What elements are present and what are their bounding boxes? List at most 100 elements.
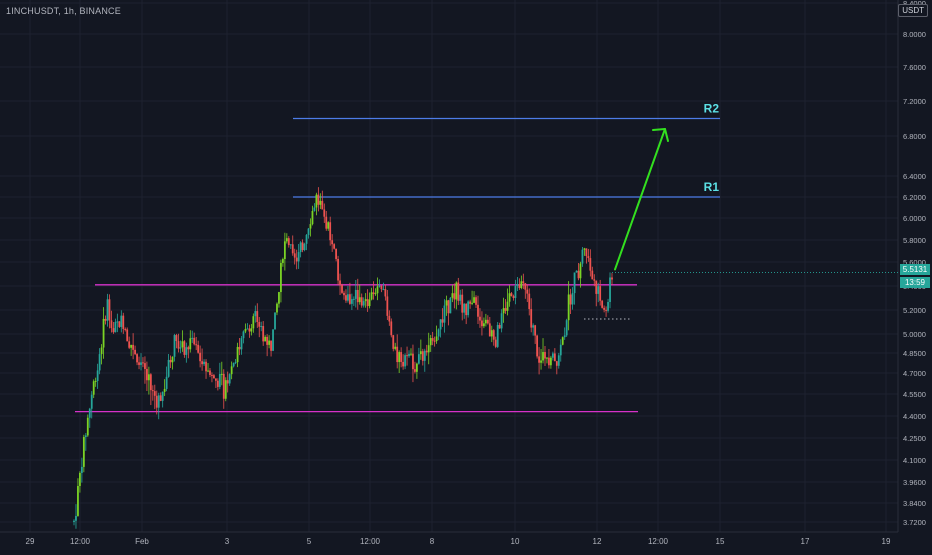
candle — [112, 321, 115, 334]
candle-body — [459, 294, 462, 301]
candle-body — [270, 340, 272, 351]
candle-body — [325, 216, 328, 229]
price-tick-label: 5.2000 — [903, 306, 926, 315]
candle — [268, 335, 270, 349]
candle — [441, 308, 444, 327]
candle — [593, 274, 596, 287]
candle — [573, 272, 576, 305]
candle-body — [96, 370, 99, 381]
candle — [398, 350, 401, 374]
candle — [325, 211, 328, 231]
candle-body — [524, 283, 527, 290]
candle-body — [498, 324, 501, 329]
candle — [534, 324, 537, 344]
price-tick-label: 4.5500 — [903, 390, 926, 399]
candle-body — [392, 335, 395, 349]
candle-body — [345, 295, 347, 301]
candle — [114, 318, 117, 333]
candle-body — [569, 294, 572, 305]
candle — [232, 362, 235, 368]
candle — [417, 347, 420, 365]
candle — [222, 369, 225, 409]
candle-body — [421, 351, 424, 361]
candle — [80, 457, 83, 483]
price-tick-label: 4.4000 — [903, 412, 926, 421]
candle-body — [595, 280, 598, 294]
candle-body — [548, 357, 550, 366]
currency-selector[interactable]: USDT — [898, 4, 928, 17]
candle — [471, 290, 473, 306]
candle — [386, 289, 389, 321]
candle — [289, 244, 292, 249]
candle — [522, 273, 525, 290]
candle — [559, 339, 562, 362]
candle — [597, 282, 600, 303]
candle — [169, 355, 172, 368]
candle-body — [449, 297, 452, 314]
candle — [84, 433, 87, 451]
candle — [376, 277, 379, 301]
candle — [118, 320, 121, 329]
candle — [544, 345, 546, 367]
candle-body — [146, 368, 148, 381]
time-tick-label: 15 — [716, 537, 725, 546]
candle — [486, 315, 489, 325]
candle-body — [603, 307, 606, 310]
candle-body — [526, 289, 529, 294]
candle-body — [159, 395, 162, 401]
candle-body — [394, 346, 397, 349]
candle-body — [136, 354, 138, 363]
candle — [546, 357, 548, 364]
candle — [305, 233, 308, 251]
candle — [384, 284, 387, 301]
price-tick-label: 6.0000 — [903, 214, 926, 223]
candle — [90, 391, 93, 419]
candle — [439, 319, 442, 338]
candle-body — [98, 354, 101, 371]
candle-body — [518, 284, 521, 289]
candle-body — [228, 374, 231, 384]
candle — [419, 339, 422, 360]
candle — [189, 330, 192, 353]
candle — [532, 323, 535, 336]
candle — [262, 321, 265, 346]
candle-body — [504, 308, 507, 311]
time-tick-label: 10 — [511, 537, 520, 546]
candle — [589, 249, 592, 277]
candle-body — [327, 222, 330, 229]
candle — [149, 373, 152, 406]
candle — [354, 279, 357, 308]
candle-body — [368, 299, 371, 307]
candle — [216, 378, 219, 391]
candle-body — [417, 354, 420, 364]
candle — [120, 310, 123, 333]
candle — [122, 312, 125, 334]
candle-body — [118, 321, 121, 327]
candle-body — [153, 391, 156, 396]
candle — [512, 294, 515, 301]
candle — [248, 324, 251, 338]
candle-body — [429, 338, 432, 346]
time-tick-label: 12 — [593, 537, 602, 546]
price-tick-label: 3.8400 — [903, 499, 926, 508]
candle — [496, 322, 499, 349]
candle-body — [167, 359, 170, 377]
candle — [435, 325, 438, 344]
candle — [331, 234, 334, 252]
candle-body — [443, 305, 446, 323]
candle-body — [500, 313, 503, 329]
candle — [553, 348, 556, 362]
price-tick-label: 4.1000 — [903, 456, 926, 465]
candle-body — [404, 355, 406, 367]
candle — [88, 407, 91, 428]
candle-body — [132, 344, 135, 350]
candle — [563, 327, 566, 340]
candle-body — [278, 292, 280, 304]
candle-body — [104, 318, 107, 321]
candle — [366, 289, 369, 312]
candle-body — [364, 299, 367, 302]
candle — [372, 281, 375, 300]
candle-body — [183, 341, 186, 355]
